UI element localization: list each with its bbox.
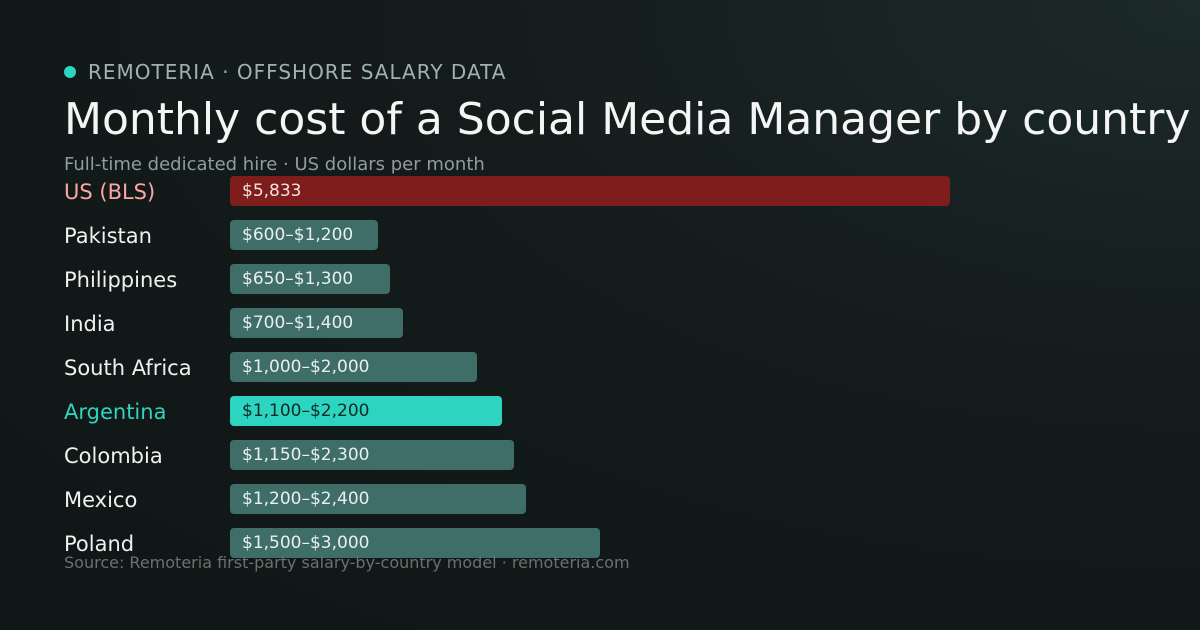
bar-row-us-bls: US (BLS) $5,833 <box>0 176 1200 206</box>
value-label: $1,100–$2,200 <box>242 401 370 421</box>
brand-dot-icon <box>64 66 76 78</box>
bar: $5,833 <box>230 176 950 206</box>
bar-row-colombia: Colombia $1,150–$2,300 <box>0 440 1200 470</box>
value-label: $650–$1,300 <box>242 269 354 289</box>
bar: $1,200–$2,400 <box>230 484 526 514</box>
value-label: $1,200–$2,400 <box>242 489 370 509</box>
category-label: South Africa <box>64 356 192 380</box>
bar-row-south-africa: South Africa $1,000–$2,000 <box>0 352 1200 382</box>
value-label: $600–$1,200 <box>242 225 354 245</box>
bar-row-india: India $700–$1,400 <box>0 308 1200 338</box>
value-label: $5,833 <box>242 181 302 201</box>
category-label: Philippines <box>64 268 178 292</box>
bar: $1,500–$3,000 <box>230 528 600 558</box>
bar-row-pakistan: Pakistan $600–$1,200 <box>0 220 1200 250</box>
value-label: $700–$1,400 <box>242 313 354 333</box>
category-label: Argentina <box>64 400 167 424</box>
value-label: $1,000–$2,000 <box>242 357 370 377</box>
bar: $600–$1,200 <box>230 220 378 250</box>
bar: $1,000–$2,000 <box>230 352 477 382</box>
bar-row-argentina: Argentina $1,100–$2,200 <box>0 396 1200 426</box>
bar-row-philippines: Philippines $650–$1,300 <box>0 264 1200 294</box>
chart-subtitle: Full-time dedicated hire · US dollars pe… <box>64 154 485 175</box>
brand-header: REMOTERIA · OFFSHORE SALARY DATA <box>64 60 506 84</box>
category-label: Colombia <box>64 444 163 468</box>
value-label: $1,500–$3,000 <box>242 533 370 553</box>
source-note: Source: Remoteria first-party salary-by-… <box>64 553 630 572</box>
bar: $700–$1,400 <box>230 308 403 338</box>
chart-title: Monthly cost of a Social Media Manager b… <box>64 94 1191 145</box>
category-label: Mexico <box>64 488 138 512</box>
bar: $650–$1,300 <box>230 264 390 294</box>
brand-label: REMOTERIA · OFFSHORE SALARY DATA <box>88 60 507 84</box>
value-label: $1,150–$2,300 <box>242 445 370 465</box>
category-label: US (BLS) <box>64 180 156 204</box>
bar: $1,100–$2,200 <box>230 396 502 426</box>
bar-row-poland: Poland $1,500–$3,000 <box>0 528 1200 558</box>
bar: $1,150–$2,300 <box>230 440 514 470</box>
category-label: Pakistan <box>64 224 152 248</box>
category-label: Poland <box>64 532 135 556</box>
category-label: India <box>64 312 116 336</box>
bar-row-mexico: Mexico $1,200–$2,400 <box>0 484 1200 514</box>
